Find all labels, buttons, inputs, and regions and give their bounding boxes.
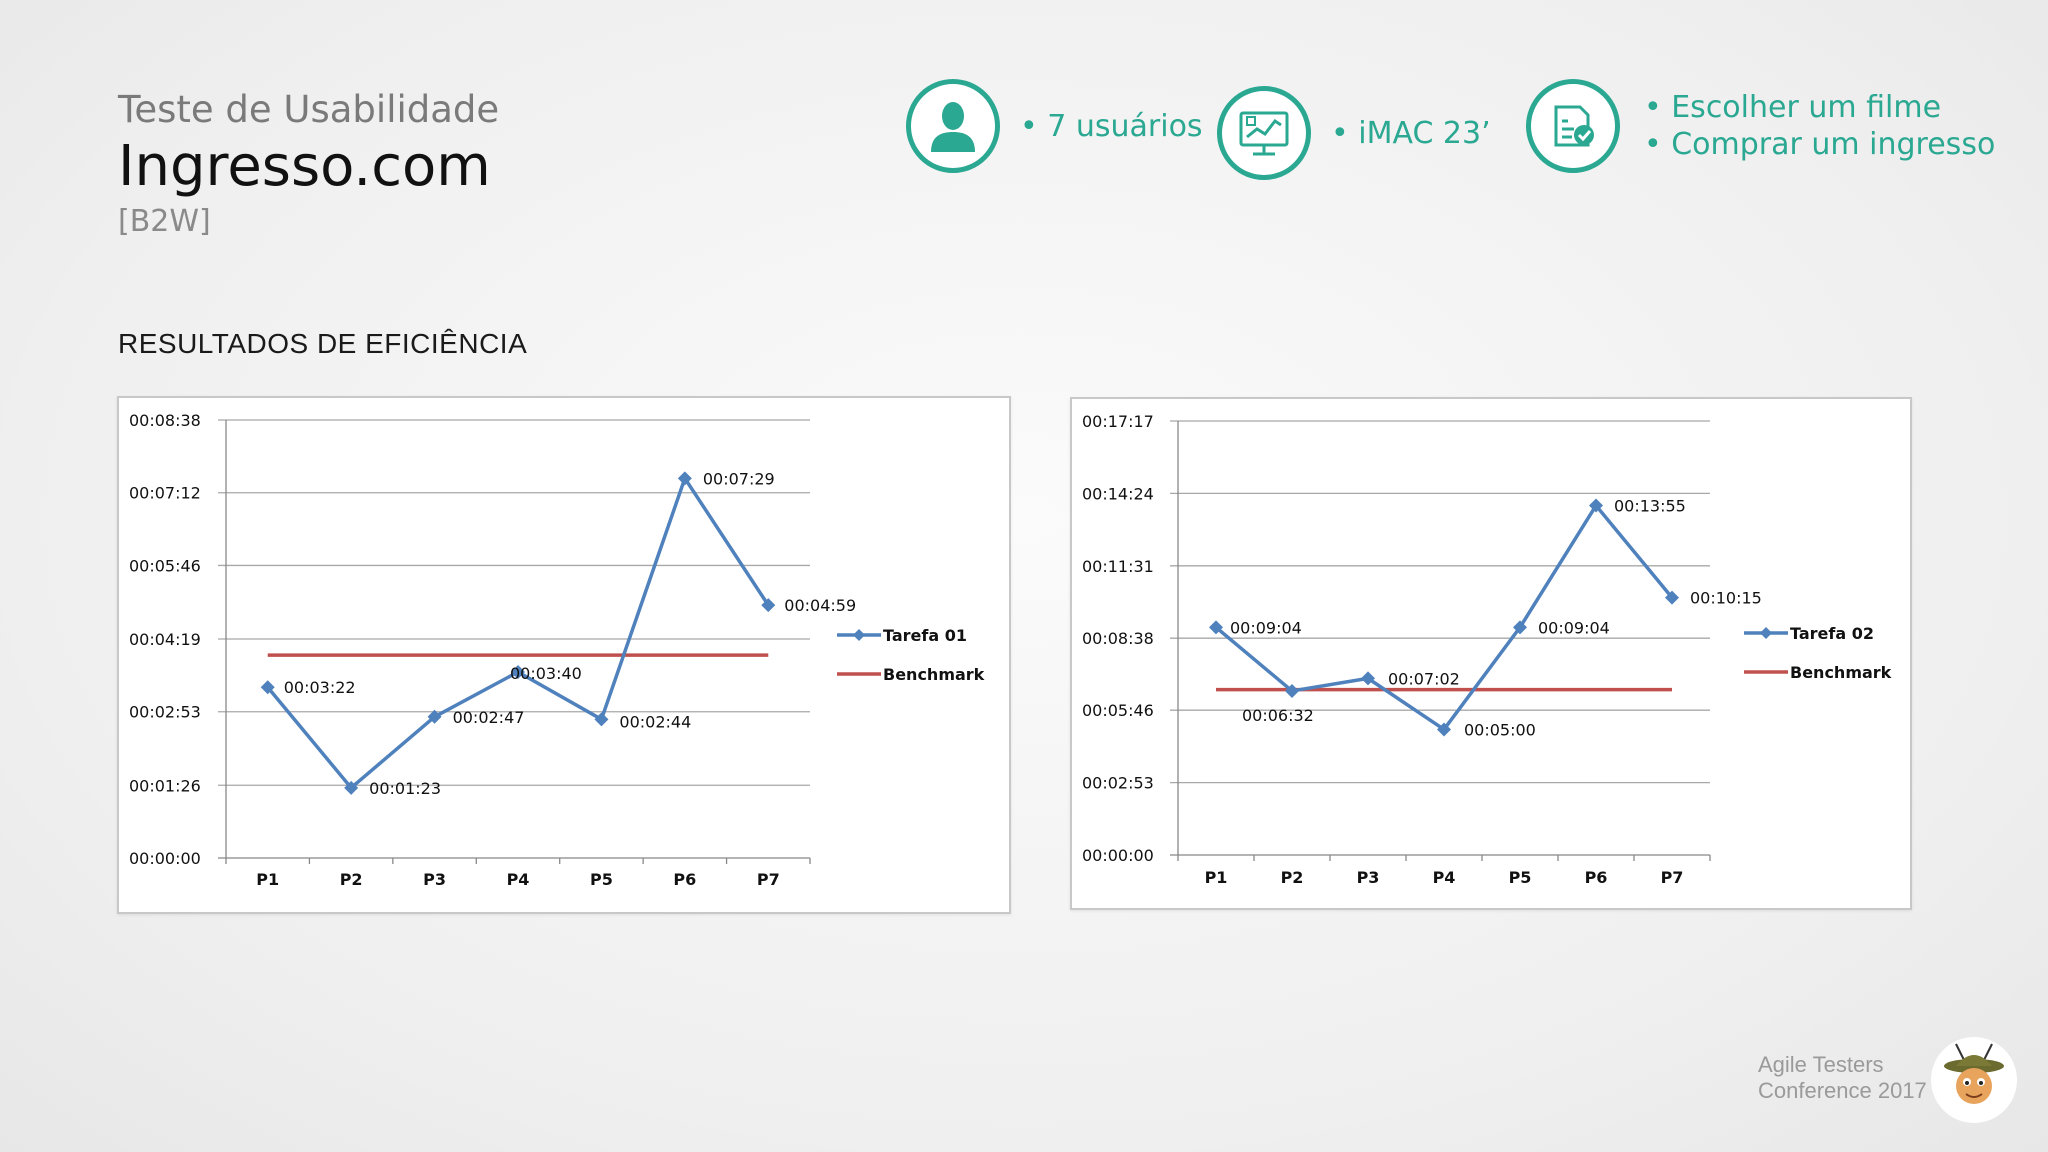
data-label: 00:10:15	[1690, 589, 1762, 608]
task-1: • Escolher um filme	[1644, 90, 1942, 125]
x-tick-label: P6	[1585, 868, 1608, 887]
info-tasks: • Escolher um filme • Comprar um ingress…	[1526, 79, 1995, 173]
y-tick-label: 00:00:00	[1082, 846, 1154, 865]
clipboard-check-icon	[1526, 79, 1620, 173]
x-tick-label: P5	[590, 870, 613, 889]
page-title: Ingresso.com	[118, 134, 491, 199]
chart-tarefa-01: 00:00:00 00:01:26 00:02:53 00:04:19 00:05:46…	[117, 396, 1011, 914]
y-tick-label: 00:05:46	[129, 556, 201, 575]
x-tick-label: P4	[1433, 868, 1456, 887]
legend-benchmark-label: Benchmark	[883, 665, 985, 684]
data-label: 00:07:29	[703, 469, 775, 488]
y-tick-label: 00:02:53	[1082, 774, 1154, 793]
data-label: 00:09:04	[1538, 618, 1610, 637]
data-label: 00:03:40	[510, 664, 582, 683]
info-device: • iMAC 23’	[1217, 86, 1491, 180]
data-point	[1285, 683, 1299, 698]
data-point	[594, 712, 609, 727]
x-tick-label: P1	[256, 870, 279, 889]
y-tick-label: 00:01:26	[129, 776, 201, 795]
data-point	[761, 598, 776, 613]
x-tick-label: P4	[507, 870, 530, 889]
data-point	[1209, 620, 1223, 635]
data-point	[427, 709, 442, 724]
chart-tarefa-02: 00:00:00 00:02:53 00:05:46 00:08:38 00:11:31…	[1070, 397, 1912, 910]
y-tick-label: 00:08:38	[129, 411, 201, 430]
legend-series-marker	[1760, 627, 1772, 639]
footer-line-1: Agile Testers	[1758, 1052, 1884, 1077]
x-tick-label: P2	[340, 870, 363, 889]
data-label: 00:01:23	[369, 779, 441, 798]
chart-tarefa-02-svg: 00:00:00 00:02:53 00:05:46 00:08:38 00:11:31…	[1082, 412, 1892, 887]
section-title: RESULTADOS DE EFICIÊNCIA	[118, 328, 528, 359]
x-tick-label: P3	[423, 870, 446, 889]
company-tag: [B2W]	[118, 204, 211, 239]
y-tick-label: 00:02:53	[129, 703, 201, 722]
data-point	[511, 664, 525, 679]
info-users: • 7 usuários	[906, 79, 1203, 173]
legend-series-marker	[853, 629, 865, 641]
y-tick-label: 00:05:46	[1082, 701, 1154, 720]
y-tick-label: 00:11:31	[1082, 557, 1154, 576]
data-point	[1513, 620, 1527, 635]
data-label: 00:05:00	[1464, 720, 1536, 739]
conference-credit: Agile Testers Conference 2017	[1758, 1052, 1927, 1104]
x-tick-label: P1	[1205, 868, 1228, 887]
data-point	[260, 680, 275, 695]
y-tick-label: 00:00:00	[129, 849, 201, 868]
footer-line-2: Conference 2017	[1758, 1078, 1927, 1103]
y-tick-label: 00:14:24	[1082, 484, 1154, 503]
user-icon	[906, 79, 1000, 173]
x-tick-label: P5	[1509, 868, 1532, 887]
title-block: Teste de Usabilidade Ingresso.com [B2W]	[118, 86, 499, 244]
chart-tarefa-01-svg: 00:00:00 00:01:26 00:02:53 00:04:19 00:05:46…	[129, 411, 985, 889]
data-label: 00:07:02	[1388, 669, 1460, 688]
x-tick-label: P7	[757, 870, 780, 889]
y-tick-label: 00:17:17	[1082, 412, 1154, 431]
ant-mascot-icon	[1931, 1037, 2017, 1123]
data-point	[344, 780, 359, 795]
device-name: • iMAC 23’	[1331, 115, 1491, 151]
x-tick-label: P2	[1281, 868, 1304, 887]
data-point	[677, 471, 692, 486]
series-line	[266, 476, 770, 790]
data-label: 00:04:59	[784, 596, 856, 615]
data-label: 00:13:55	[1614, 497, 1686, 516]
x-tick-label: P6	[673, 870, 696, 889]
data-label: 00:02:44	[619, 712, 691, 731]
data-label: 00:02:47	[453, 708, 525, 727]
legend-series-label: Tarefa 01	[883, 626, 967, 645]
legend-series-label: Tarefa 02	[1790, 624, 1874, 643]
y-tick-label: 00:04:19	[129, 630, 201, 649]
data-label: 00:09:04	[1230, 618, 1302, 637]
y-tick-label: 00:07:12	[129, 484, 201, 503]
data-label: 00:03:22	[284, 678, 356, 697]
data-label: 00:06:32	[1242, 706, 1314, 725]
monitor-chart-icon	[1217, 86, 1311, 180]
data-point	[1665, 590, 1679, 605]
data-point	[1361, 671, 1375, 686]
data-point	[1437, 722, 1451, 737]
task-2: • Comprar um ingresso	[1644, 127, 1996, 162]
users-count: • 7 usuários	[1020, 108, 1203, 144]
page-subtitle: Teste de Usabilidade	[118, 88, 500, 131]
x-tick-label: P7	[1661, 868, 1684, 887]
legend-benchmark-label: Benchmark	[1790, 663, 1892, 682]
x-tick-label: P3	[1357, 868, 1380, 887]
y-tick-label: 00:08:38	[1082, 629, 1154, 648]
